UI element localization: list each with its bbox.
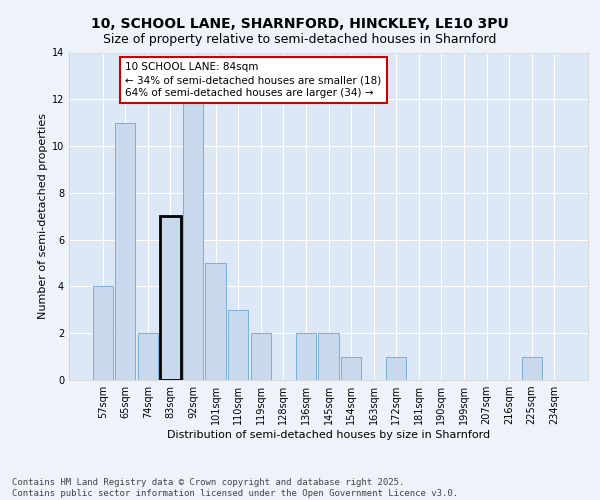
Bar: [160, 216, 181, 380]
Bar: [251, 333, 271, 380]
Bar: [386, 356, 406, 380]
Bar: [296, 333, 316, 380]
Bar: [341, 356, 361, 380]
Text: 10 SCHOOL LANE: 84sqm
← 34% of semi-detached houses are smaller (18)
64% of semi: 10 SCHOOL LANE: 84sqm ← 34% of semi-deta…: [125, 62, 382, 98]
Bar: [228, 310, 248, 380]
Text: Size of property relative to semi-detached houses in Sharnford: Size of property relative to semi-detach…: [103, 32, 497, 46]
Text: Contains HM Land Registry data © Crown copyright and database right 2025.
Contai: Contains HM Land Registry data © Crown c…: [12, 478, 458, 498]
Bar: [521, 356, 542, 380]
Bar: [92, 286, 113, 380]
Bar: [205, 263, 226, 380]
Text: 10, SCHOOL LANE, SHARNFORD, HINCKLEY, LE10 3PU: 10, SCHOOL LANE, SHARNFORD, HINCKLEY, LE…: [91, 18, 509, 32]
Bar: [115, 122, 136, 380]
Bar: [183, 100, 203, 380]
X-axis label: Distribution of semi-detached houses by size in Sharnford: Distribution of semi-detached houses by …: [167, 430, 490, 440]
Bar: [138, 333, 158, 380]
Bar: [319, 333, 338, 380]
Y-axis label: Number of semi-detached properties: Number of semi-detached properties: [38, 114, 47, 320]
